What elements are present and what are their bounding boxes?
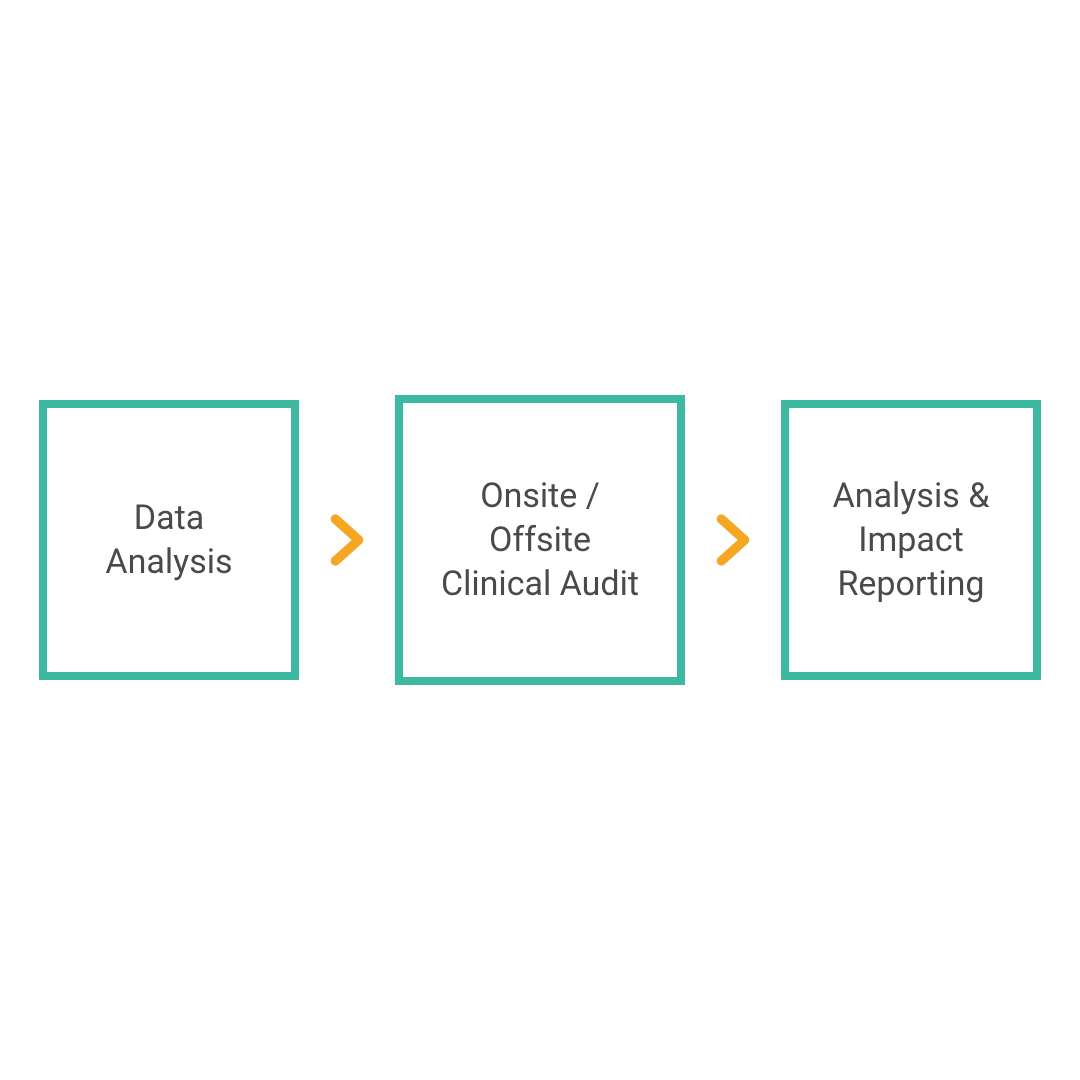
node-label: Analysis &ImpactReporting <box>833 474 990 607</box>
node-label: DataAnalysis <box>105 496 232 584</box>
chevron-right-icon <box>319 504 375 576</box>
process-flowchart: DataAnalysis Onsite /OffsiteClinical Aud… <box>0 395 1080 685</box>
node-impact-reporting: Analysis &ImpactReporting <box>781 400 1041 680</box>
node-clinical-audit: Onsite /OffsiteClinical Audit <box>395 395 685 685</box>
chevron-right-icon <box>705 504 761 576</box>
node-data-analysis: DataAnalysis <box>39 400 299 680</box>
node-label: Onsite /OffsiteClinical Audit <box>441 474 639 607</box>
